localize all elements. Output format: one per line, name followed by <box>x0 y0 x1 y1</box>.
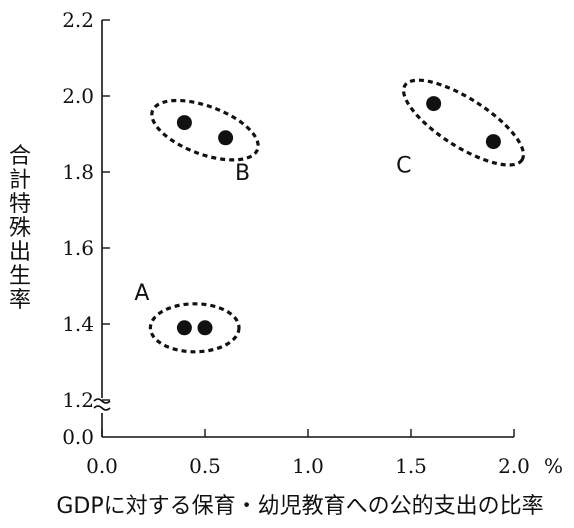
cluster-label: B <box>235 161 250 186</box>
y-tick-label: 2.2 <box>62 8 94 32</box>
y-tick-label: 1.8 <box>62 160 94 184</box>
y-axis-break-mark <box>93 398 111 411</box>
axes <box>93 20 514 438</box>
data-point <box>426 96 442 112</box>
data-point <box>485 134 501 150</box>
cluster-outline <box>150 98 260 162</box>
y-axis-label-char: 生 <box>9 264 31 289</box>
data-point <box>197 320 213 336</box>
x-tick-label: 1.5 <box>395 454 427 478</box>
x-axis-label: GDPに対する保育・幼児教育への公的支出の比率 <box>56 494 543 519</box>
x-axis-unit: % <box>544 454 563 478</box>
y-axis-label-char: 特 <box>9 192 31 217</box>
y-tick-label: 1.2 <box>62 388 94 412</box>
cluster-outline <box>401 78 526 167</box>
axis-break-wave <box>93 405 111 411</box>
x-tick-label: 0.0 <box>86 454 118 478</box>
y-axis-label-char: 合 <box>9 144 31 169</box>
y-tick-label: 1.6 <box>62 236 94 260</box>
y-tick-label: 1.4 <box>62 312 94 336</box>
y-axis-label-char: 率 <box>9 288 31 313</box>
data-point <box>176 115 192 131</box>
data-point <box>218 130 234 146</box>
x-tick-label: 0.5 <box>189 454 221 478</box>
cluster-label: A <box>134 281 149 306</box>
y-tick-label-zero: 0.0 <box>62 425 94 449</box>
x-tick-label: 2.0 <box>498 454 530 478</box>
cluster-outline <box>148 302 241 354</box>
cluster-label: C <box>396 154 411 179</box>
y-tick-label: 2.0 <box>62 84 94 108</box>
data-points <box>176 96 501 336</box>
y-axis-label-char: 出 <box>9 240 31 265</box>
x-tick-label: 1.0 <box>292 454 324 478</box>
data-point <box>176 320 192 336</box>
cluster-groups: A B C <box>134 78 526 354</box>
y-ticks: 1.2 1.4 1.6 1.8 2.0 2.2 <box>62 8 110 412</box>
y-axis-label-char: 計 <box>9 168 31 193</box>
y-axis-label-char: 殊 <box>9 216 31 241</box>
x-ticks: 0.0 0.5 1.0 1.5 2.0 <box>86 429 530 478</box>
axis-break-wave <box>93 398 111 404</box>
